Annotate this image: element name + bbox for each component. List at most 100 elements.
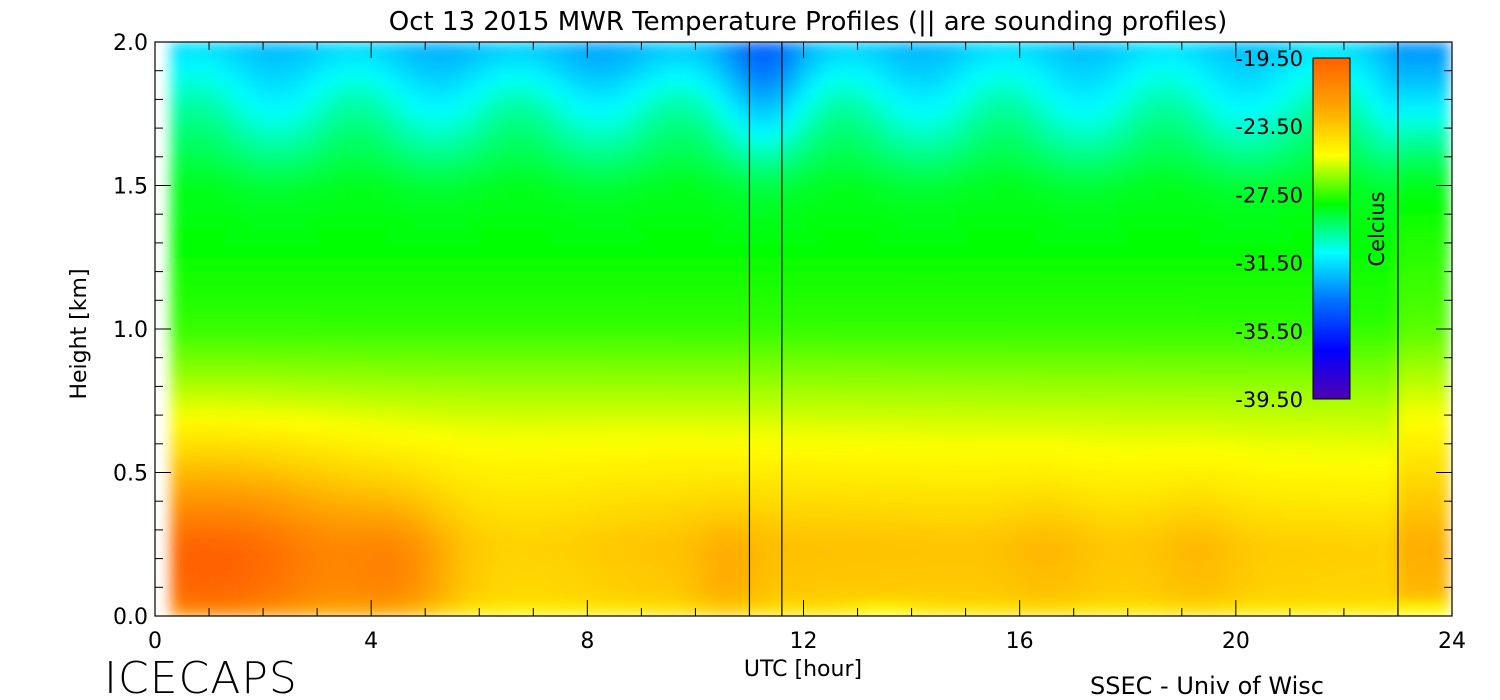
heatmap-cell <box>305 357 321 373</box>
heatmap-cell <box>900 400 915 416</box>
heatmap-cell <box>521 428 537 445</box>
heatmap-cell <box>684 357 699 373</box>
heatmap-cell <box>1359 472 1375 488</box>
heatmap-cell <box>292 400 307 416</box>
heatmap-cell <box>832 185 848 201</box>
heatmap-cell <box>1211 42 1226 57</box>
heatmap-cell <box>386 242 402 258</box>
heatmap-cell <box>684 400 699 416</box>
heatmap-cell <box>886 558 902 574</box>
heatmap-cell <box>1292 342 1307 359</box>
heatmap-cell <box>670 42 686 57</box>
heatmap-cell <box>278 42 294 57</box>
heatmap-cell <box>292 601 307 616</box>
heatmap-cell <box>346 127 361 143</box>
heatmap-cell <box>494 586 510 603</box>
heatmap-cell <box>467 213 483 230</box>
heatmap-cell <box>940 486 956 502</box>
heatmap-cell <box>940 500 956 517</box>
heatmap-cell <box>359 515 375 531</box>
heatmap-cell <box>413 98 429 115</box>
heatmap-cell <box>913 84 929 100</box>
heatmap-cell <box>1197 529 1213 545</box>
heatmap-cell <box>1062 70 1077 86</box>
heatmap-cell <box>832 515 848 531</box>
heatmap-cell <box>603 70 618 86</box>
heatmap-cell <box>1062 285 1077 301</box>
heatmap-cell <box>373 500 388 517</box>
heatmap-cell <box>184 70 199 86</box>
heatmap-cell <box>940 185 956 201</box>
heatmap-cell <box>751 271 767 287</box>
heatmap-cell <box>765 357 780 373</box>
heatmap-cell <box>1143 242 1158 258</box>
heatmap-cell <box>1116 285 1131 301</box>
heatmap-cell <box>576 457 591 473</box>
heatmap-cell <box>940 529 956 545</box>
heatmap-cell <box>251 443 267 459</box>
heatmap-cell <box>1292 228 1307 244</box>
heatmap-cell <box>440 70 456 86</box>
heatmap-cell <box>319 601 334 616</box>
heatmap-cell <box>1197 299 1213 316</box>
heatmap-cell <box>900 213 915 230</box>
heatmap-cell <box>1116 42 1131 57</box>
heatmap-cell <box>508 70 523 86</box>
heatmap-cell <box>900 314 915 330</box>
heatmap-cell <box>1359 457 1375 473</box>
heatmap-cell <box>359 385 375 402</box>
heatmap-cell <box>1021 457 1037 473</box>
heatmap-cell <box>1292 472 1307 488</box>
heatmap-cell <box>967 500 983 517</box>
heatmap-cell <box>1021 515 1037 531</box>
heatmap-cell <box>1373 256 1388 273</box>
heatmap-cell <box>319 472 334 488</box>
heatmap-cell <box>792 285 807 301</box>
heatmap-cell <box>1143 558 1158 574</box>
heatmap-cell <box>549 558 564 574</box>
heatmap-cell <box>1251 70 1267 86</box>
heatmap-cell <box>224 213 240 230</box>
heatmap-cell <box>454 55 469 72</box>
heatmap-cell <box>211 342 226 359</box>
heatmap-cell <box>1021 472 1037 488</box>
heatmap-cell <box>1062 213 1077 230</box>
heatmap-cell <box>292 414 307 430</box>
heatmap-cell <box>1238 185 1253 201</box>
heatmap-cell <box>927 127 942 143</box>
heatmap-cell <box>1008 428 1023 445</box>
heatmap-cell <box>1089 314 1104 330</box>
heatmap-cell <box>805 285 821 301</box>
heatmap-cell <box>832 543 848 560</box>
heatmap-cell <box>386 199 402 215</box>
heatmap-cell <box>1170 443 1185 459</box>
heatmap-cell <box>1035 285 1050 301</box>
heatmap-cell <box>1048 400 1064 416</box>
heatmap-cell <box>251 113 267 129</box>
heatmap-cell <box>967 242 983 258</box>
heatmap-cell <box>1143 342 1158 359</box>
heatmap-cell <box>765 371 780 387</box>
heatmap-cell <box>805 98 821 115</box>
heatmap-cell <box>711 113 726 129</box>
heatmap-cell <box>440 385 456 402</box>
heatmap-cell <box>765 529 780 545</box>
heatmap-cell <box>927 371 942 387</box>
heatmap-cell <box>1278 213 1294 230</box>
heatmap-cell <box>1021 342 1037 359</box>
heatmap-cell <box>1332 486 1348 502</box>
heatmap-cell <box>1143 185 1158 201</box>
heatmap-cell <box>792 601 807 616</box>
heatmap-cell <box>373 70 388 86</box>
heatmap-cell <box>1075 558 1091 574</box>
heatmap-cell <box>589 342 605 359</box>
heatmap-cell <box>1251 299 1267 316</box>
heatmap-cell <box>1048 543 1064 560</box>
heatmap-cell <box>1129 515 1145 531</box>
heatmap-cell <box>359 529 375 545</box>
heatmap-cell <box>967 486 983 502</box>
heatmap-cell <box>832 199 848 215</box>
heatmap-cell <box>400 170 415 186</box>
heatmap-cell <box>1143 141 1158 158</box>
heatmap-cell <box>211 586 226 603</box>
